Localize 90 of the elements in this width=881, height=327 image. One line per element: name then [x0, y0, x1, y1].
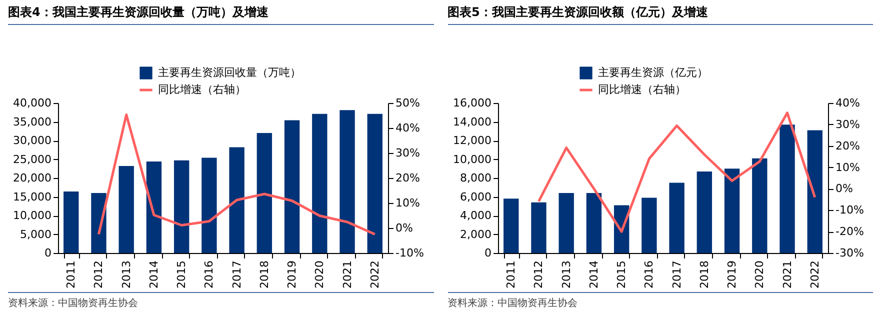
bar	[530, 202, 546, 253]
bar	[229, 147, 244, 253]
bar	[503, 198, 518, 253]
x-tick-label: 2021	[780, 260, 794, 288]
y2-tick-label: 20%	[835, 139, 860, 152]
y-tick-label: 12,000	[452, 134, 491, 147]
bar	[64, 192, 79, 253]
bar	[779, 124, 794, 253]
x-tick-label: 2022	[368, 260, 382, 288]
y-tick-label: 30,000	[13, 134, 52, 147]
x-tick-label: 2015	[175, 260, 188, 288]
x-tick-label: 2016	[202, 260, 216, 288]
y2-tick-label: 30%	[835, 118, 860, 131]
legend-label: 同比增速（右轴）	[158, 83, 246, 96]
x-tick-label: 2014	[147, 260, 160, 288]
x-tick-label: 2012	[92, 260, 106, 288]
x-tick-label: 2014	[586, 260, 600, 288]
y-tick-label: 5,000	[20, 228, 52, 241]
bar	[724, 168, 740, 253]
y-tick-label: 14,000	[452, 115, 491, 128]
bar	[586, 193, 602, 253]
y-tick-label: 15,000	[13, 190, 52, 204]
x-tick-label: 2015	[614, 260, 628, 288]
chart-title: 图表4：我国主要再生资源回收量（万吨）及增速	[8, 4, 434, 25]
legend-label: 同比增速（右轴）	[598, 83, 686, 96]
bar	[696, 171, 712, 253]
y2-tick-label: -10%	[396, 246, 424, 260]
y2-tick-label: 40%	[396, 122, 420, 134]
y-tick-label: 40,000	[13, 96, 52, 110]
bar	[118, 166, 134, 253]
x-tick-label: 2020	[752, 260, 766, 288]
x-tick-label: 2017	[230, 260, 244, 288]
x-tick-label: 2021	[340, 260, 354, 288]
bar	[806, 130, 822, 253]
y-tick-label: 8,000	[460, 172, 491, 184]
line-series	[536, 112, 816, 233]
y-tick-label: 4,000	[460, 209, 491, 222]
bar	[312, 114, 328, 253]
x-tick-label: 2019	[725, 260, 738, 288]
bar	[752, 158, 767, 253]
y2-tick-label: 0%	[835, 182, 852, 196]
bar	[558, 193, 574, 253]
chart-title: 图表5：我国主要再生资源回收额（亿元）及增速	[448, 4, 873, 25]
legend-label: 主要再生资源回收量（万吨）	[158, 66, 301, 79]
y-tick-label: 25,000	[13, 152, 52, 166]
y2-tick-label: -20%	[835, 225, 864, 238]
y2-tick-label: 30%	[396, 146, 420, 160]
x-tick-label: 2019	[286, 260, 299, 288]
y2-tick-label: 0%	[396, 222, 413, 234]
x-tick-label: 2018	[697, 260, 710, 288]
x-tick-label: 2018	[258, 260, 271, 288]
text: 资料来源：中国物资再生协会	[8, 292, 434, 310]
y-tick-label: 6,000	[460, 190, 491, 204]
y2-tick-label: 10%	[835, 160, 860, 174]
y-tick-label: 10,000	[13, 209, 52, 222]
y-tick-label: 10,000	[452, 152, 491, 166]
x-tick-label: 2012	[532, 260, 545, 288]
bar	[146, 162, 162, 253]
y2-tick-label: 50%	[396, 96, 420, 110]
bar	[284, 120, 300, 253]
bar	[641, 198, 656, 253]
x-tick-label: 2022	[808, 260, 821, 288]
y-tick-label: 0	[44, 246, 52, 260]
legend-label: 主要再生资源（亿元）	[598, 66, 708, 79]
bar	[340, 110, 355, 253]
y-tick-label: 20,000	[13, 172, 52, 184]
y-tick-label: 35,000	[13, 115, 52, 128]
x-tick-label: 2020	[313, 260, 326, 288]
y2-tick-label: 20%	[396, 172, 420, 184]
bar	[202, 158, 217, 253]
x-tick-label: 2013	[120, 260, 133, 288]
y-tick-label: 2,000	[460, 228, 491, 241]
bar	[256, 133, 272, 253]
y-tick-label: 0	[484, 246, 491, 260]
y2-tick-label: -10%	[835, 204, 864, 217]
bar	[174, 160, 190, 253]
y2-tick-label: 40%	[835, 96, 860, 110]
text: 资料来源：中国物资再生协会	[448, 292, 873, 310]
bar	[91, 193, 106, 253]
bar	[367, 114, 382, 253]
x-tick-label: 2011	[504, 260, 518, 288]
bar	[668, 182, 684, 253]
x-tick-label: 2011	[64, 260, 78, 288]
x-tick-label: 2016	[642, 260, 656, 288]
x-tick-label: 2013	[559, 260, 572, 288]
x-tick-label: 2017	[670, 260, 683, 288]
y2-tick-label: -30%	[835, 246, 864, 260]
y-tick-label: 16,000	[452, 96, 491, 110]
line-series	[97, 114, 376, 236]
y2-tick-label: 10%	[396, 196, 420, 210]
